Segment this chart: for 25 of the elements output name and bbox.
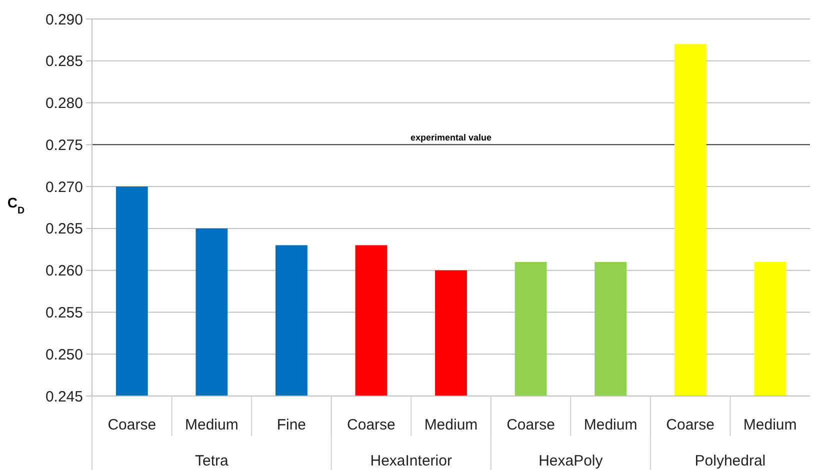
y-tick-label: 0.260 — [45, 262, 83, 280]
x-tick-label: Coarse — [666, 416, 715, 434]
y-tick-label: 0.265 — [45, 220, 83, 238]
ref-line-label: experimental value — [410, 132, 492, 143]
y-tick-label: 0.275 — [45, 136, 83, 154]
y-tick-label: 0.250 — [45, 346, 83, 364]
x-tick-label: Medium — [584, 416, 638, 434]
y-tick-label: 0.280 — [45, 95, 83, 112]
y-tick-label: 0.245 — [45, 388, 83, 406]
y-tick-label: 0.255 — [45, 304, 83, 322]
y-tick-label: 0.290 — [45, 11, 83, 28]
text: Polyhedral — [694, 452, 766, 470]
x-tick-label: Coarse — [108, 416, 156, 434]
text: Tetra — [194, 452, 229, 470]
x-tick-label: Coarse — [347, 416, 396, 434]
x-tick-label: Coarse — [506, 416, 555, 434]
x-tick-label: Fine — [276, 416, 306, 434]
text: HexaInterior — [370, 452, 452, 470]
y-tick-label: 0.270 — [45, 178, 83, 196]
x-tick-label: Medium — [743, 416, 797, 434]
y-axis-title: C$_{D}$ — [7, 194, 25, 216]
x-tick-label: Medium — [424, 416, 478, 434]
y-tick-label: 0.285 — [45, 53, 83, 70]
x-tick-label: Medium — [184, 416, 238, 434]
text: HexaPoly — [538, 452, 604, 470]
